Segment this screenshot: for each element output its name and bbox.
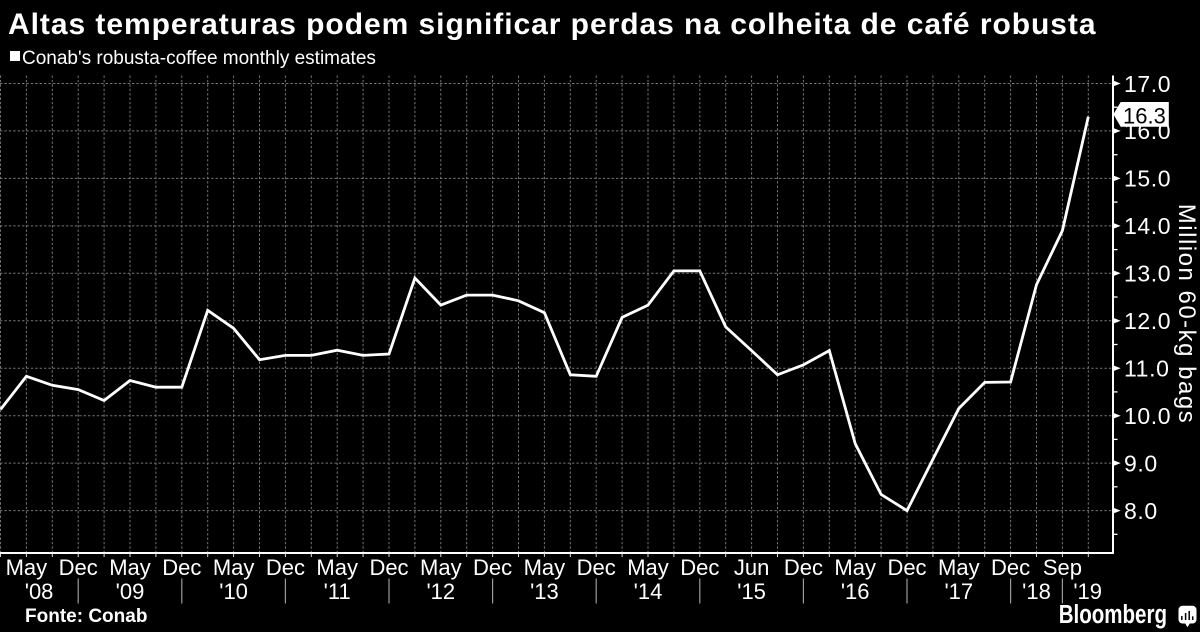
- svg-text:May: May: [938, 555, 980, 580]
- svg-text:11.0: 11.0: [1124, 356, 1169, 382]
- svg-text:May: May: [109, 555, 151, 580]
- svg-text:Dec: Dec: [680, 555, 719, 580]
- svg-text:Dec: Dec: [59, 555, 98, 580]
- svg-text:Fonte: Conab: Fonte: Conab: [25, 606, 147, 627]
- svg-text:12.0: 12.0: [1124, 308, 1171, 334]
- svg-text:Dec: Dec: [473, 555, 512, 580]
- svg-text:Dec: Dec: [369, 555, 408, 580]
- svg-text:17.0: 17.0: [1124, 71, 1171, 97]
- svg-text:'12: '12: [426, 579, 455, 604]
- svg-text:9.0: 9.0: [1124, 450, 1158, 476]
- svg-text:May: May: [834, 555, 876, 580]
- svg-text:May: May: [420, 555, 462, 580]
- svg-text:May: May: [627, 555, 669, 580]
- svg-text:13.0: 13.0: [1124, 261, 1171, 287]
- svg-text:'18: '18: [1022, 579, 1051, 604]
- svg-text:Dec: Dec: [887, 555, 926, 580]
- svg-text:16.3: 16.3: [1123, 104, 1166, 129]
- svg-text:Million 60-kg bags: Million 60-kg bags: [1173, 204, 1200, 424]
- svg-text:15.0: 15.0: [1124, 166, 1171, 192]
- svg-text:Dec: Dec: [784, 555, 823, 580]
- svg-text:Jun: Jun: [734, 555, 769, 580]
- svg-text:'11: '11: [324, 579, 351, 604]
- svg-text:'08: '08: [25, 579, 54, 604]
- svg-text:Dec: Dec: [266, 555, 305, 580]
- svg-text:Sep: Sep: [1043, 555, 1082, 580]
- svg-text:May: May: [6, 555, 48, 580]
- svg-text:'10: '10: [219, 579, 248, 604]
- svg-text:Dec: Dec: [162, 555, 201, 580]
- svg-text:Bloomberg: Bloomberg: [1059, 600, 1167, 629]
- svg-text:10.0: 10.0: [1124, 403, 1171, 429]
- svg-text:8.0: 8.0: [1124, 498, 1158, 524]
- svg-text:14.0: 14.0: [1124, 213, 1171, 239]
- svg-text:'16: '16: [841, 579, 870, 604]
- svg-text:May: May: [524, 555, 566, 580]
- svg-text:'19: '19: [1073, 579, 1102, 604]
- svg-text:'17: '17: [944, 579, 973, 604]
- svg-text:Dec: Dec: [991, 555, 1030, 580]
- svg-text:'13: '13: [530, 579, 559, 604]
- svg-text:'09: '09: [116, 579, 145, 604]
- svg-text:'15: '15: [737, 579, 766, 604]
- svg-text:May: May: [213, 555, 255, 580]
- svg-text:'14: '14: [634, 579, 663, 604]
- svg-text:Dec: Dec: [577, 555, 616, 580]
- svg-text:May: May: [316, 555, 358, 580]
